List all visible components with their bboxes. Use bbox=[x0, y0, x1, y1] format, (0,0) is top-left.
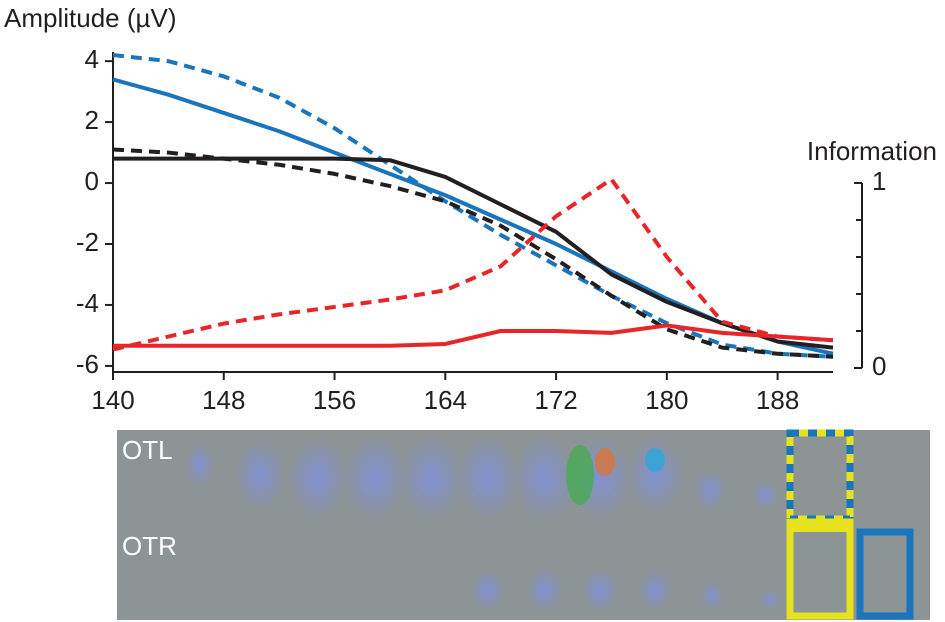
x-tick-label: 156 bbox=[313, 385, 356, 415]
data-line bbox=[112, 177, 834, 352]
data-line bbox=[113, 156, 834, 350]
x-tick-label: 140 bbox=[91, 385, 134, 415]
y2-tick-label: 1 bbox=[872, 166, 886, 196]
data-line bbox=[112, 53, 834, 359]
panel-label: OTR bbox=[122, 531, 177, 561]
x-tick-label: 164 bbox=[424, 385, 467, 415]
x-tick-label: 180 bbox=[645, 385, 688, 415]
highlight-box bbox=[856, 528, 914, 620]
hotspot bbox=[595, 448, 615, 476]
y2-tick-label: 0 bbox=[872, 351, 886, 381]
hotspot bbox=[566, 445, 594, 505]
data-line bbox=[113, 323, 834, 348]
panel-label: OTL bbox=[122, 435, 173, 465]
brain-panel: OTL OTR bbox=[117, 429, 930, 620]
y2-axis-label: Information bbox=[807, 136, 937, 166]
y-tick-label: -6 bbox=[76, 349, 99, 379]
highlight-box bbox=[790, 522, 850, 532]
y-tick-label: 2 bbox=[85, 105, 99, 135]
y-tick-label: 0 bbox=[85, 166, 99, 196]
y-tick-label: -4 bbox=[76, 288, 99, 318]
x-tick-label: 188 bbox=[756, 385, 799, 415]
brain-maps bbox=[186, 436, 780, 612]
x-tick-label: 172 bbox=[534, 385, 577, 415]
y-tick-label: 4 bbox=[85, 44, 99, 74]
x-tick-label: 148 bbox=[202, 385, 245, 415]
hotspot bbox=[645, 448, 665, 472]
y-tick-label: -2 bbox=[76, 227, 99, 257]
y-axis-label: Amplitude (µV) bbox=[4, 3, 176, 33]
data-line bbox=[112, 147, 834, 359]
